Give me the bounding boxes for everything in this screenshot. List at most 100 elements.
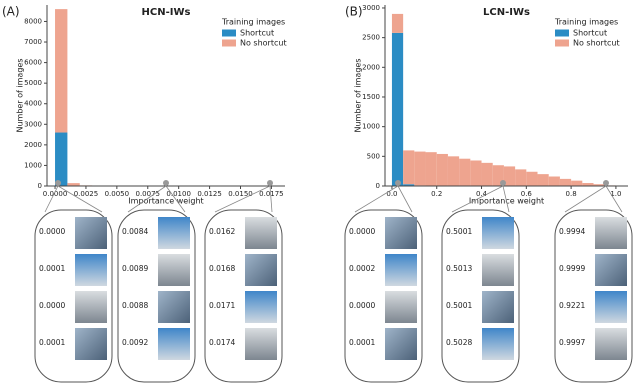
- y-tick-label: 1000: [362, 123, 380, 131]
- x-tick-label: 0.0175: [259, 190, 284, 198]
- y-tick-label: 5000: [24, 79, 42, 87]
- legend-swatch: [222, 29, 236, 37]
- x-tick-label: 0.0075: [136, 190, 161, 198]
- bar: [67, 183, 80, 186]
- bar: [436, 153, 448, 186]
- legend-swatch: [555, 39, 569, 47]
- thumbnail: [385, 217, 417, 249]
- x-tick-label: 0.0000: [43, 190, 68, 198]
- thumbnail: [482, 217, 514, 249]
- y-tick-label: 0: [38, 182, 42, 190]
- x-tick-label: 0.4: [476, 190, 488, 198]
- weight-label: 0.0000: [39, 301, 65, 310]
- y-tick-label: 1000: [24, 161, 42, 169]
- marker-dot: [55, 180, 61, 186]
- y-tick-label: 3000: [362, 4, 380, 12]
- y-tick-label: 7000: [24, 38, 42, 46]
- x-tick-label: 0.2: [431, 190, 442, 198]
- marker-dot: [395, 180, 401, 186]
- bar: [481, 162, 493, 186]
- bar: [414, 151, 426, 186]
- thumbnail: [158, 217, 190, 249]
- chart-title: LCN-IWs: [483, 7, 530, 18]
- marker-dot: [267, 180, 273, 186]
- callout: [214, 185, 273, 213]
- weight-label: 0.0001: [39, 338, 65, 347]
- legend-swatch: [222, 39, 236, 47]
- callout: [354, 185, 413, 213]
- marker-dot: [163, 180, 169, 186]
- callout: [451, 185, 510, 213]
- weight-label: 0.5001: [446, 301, 472, 310]
- thumbnail: [385, 291, 417, 323]
- x-tick-label: 0.0125: [197, 190, 222, 198]
- weight-label: 0.0084: [122, 227, 148, 236]
- panel-label: (A): [2, 5, 20, 19]
- bar: [391, 32, 404, 187]
- bar: [593, 184, 605, 186]
- bar: [526, 171, 538, 186]
- weight-label: 0.0089: [122, 264, 148, 273]
- weight-label: 0.0001: [39, 264, 65, 273]
- x-tick-label: 0.0025: [74, 190, 99, 198]
- weight-label: 0.0171: [209, 301, 235, 310]
- x-axis-label: Importance weight: [128, 197, 203, 206]
- bar: [447, 156, 460, 186]
- x-tick-label: 1.0: [610, 190, 621, 198]
- x-tick-label: 0.6: [521, 190, 533, 198]
- bar: [503, 166, 516, 186]
- weight-label: 0.9997: [559, 338, 585, 347]
- thumbnail: [245, 328, 277, 360]
- x-tick-label: 0.8: [566, 190, 577, 198]
- legend-swatch: [555, 29, 569, 37]
- y-tick-label: 2000: [24, 141, 42, 149]
- thumbnail: [595, 217, 627, 249]
- callout: [44, 185, 103, 213]
- y-tick-label: 1500: [362, 93, 380, 101]
- weight-label: 0.0168: [209, 264, 235, 273]
- bar: [403, 150, 415, 185]
- bar: [559, 178, 572, 186]
- thumbnail: [158, 254, 190, 286]
- thumbnail: [75, 328, 107, 360]
- x-tick-label: 0.0050: [105, 190, 130, 198]
- thumbnail: [75, 291, 107, 323]
- thumbnail: [158, 291, 190, 323]
- weight-label: 0.9994: [559, 227, 585, 236]
- weight-label: 0.0088: [122, 301, 148, 310]
- weight-label: 0.0092: [122, 338, 148, 347]
- y-tick-label: 6000: [24, 59, 42, 67]
- thumbnail: [75, 217, 107, 249]
- weight-label: 0.5028: [446, 338, 472, 347]
- marker-dot: [500, 180, 506, 186]
- legend-label: No shortcut: [573, 39, 620, 48]
- weight-label: 0.0162: [209, 227, 235, 236]
- weight-label: 0.0174: [209, 338, 235, 347]
- weight-label: 0.0001: [349, 338, 375, 347]
- weight-label: 0.0000: [349, 301, 375, 310]
- bar: [548, 176, 560, 186]
- thumbnail: [245, 254, 277, 286]
- y-tick-label: 8000: [24, 17, 42, 25]
- y-axis-label: Number of images: [354, 58, 363, 132]
- thumbnail: [482, 328, 514, 360]
- y-tick-label: 500: [367, 152, 380, 160]
- thumbnail: [595, 328, 627, 360]
- weight-label: 0.9999: [559, 264, 585, 273]
- thumbnail: [245, 217, 277, 249]
- weight-label: 0.5013: [446, 264, 472, 273]
- y-tick-label: 2000: [362, 63, 380, 71]
- bar: [403, 184, 415, 186]
- x-tick-label: 0.0150: [228, 190, 253, 198]
- thumbnail: [75, 254, 107, 286]
- bar: [55, 9, 68, 133]
- thumbnail: [595, 254, 627, 286]
- thumbnail: [482, 254, 514, 286]
- bar: [537, 174, 549, 186]
- legend-label: No shortcut: [240, 39, 287, 48]
- weight-label: 0.0000: [39, 227, 65, 236]
- legend-title: Training images: [221, 18, 285, 27]
- legend-title: Training images: [554, 18, 618, 27]
- y-tick-label: 4000: [24, 100, 42, 108]
